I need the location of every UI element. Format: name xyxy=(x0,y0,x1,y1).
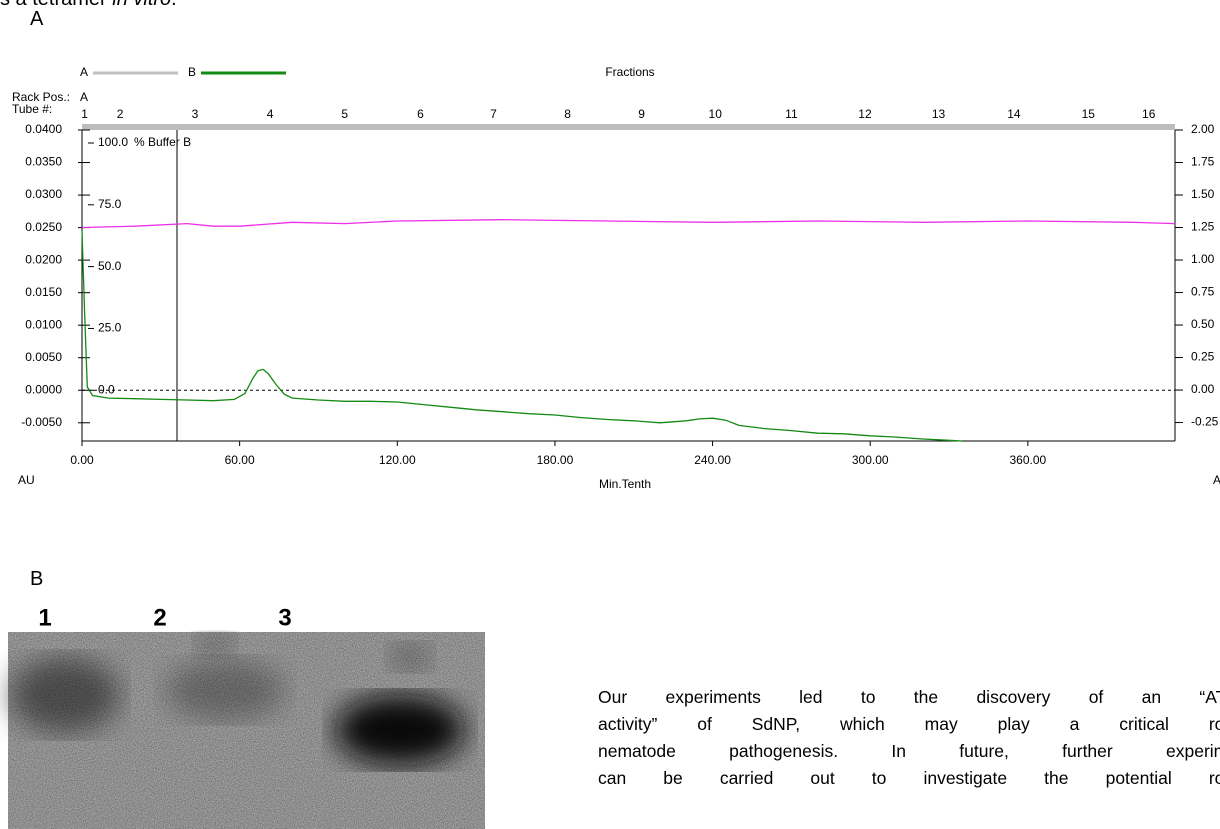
tube-number: 15 xyxy=(1082,107,1096,121)
y2-tick-label: 1.50 xyxy=(1191,187,1215,201)
tube-number: 13 xyxy=(932,107,946,121)
paragraph-line: Our experiments led to the discovery of … xyxy=(598,684,1220,711)
y2-tick-label: 2.00 xyxy=(1191,122,1215,136)
fraction-strip xyxy=(82,124,1175,130)
tube-label: Tube #: xyxy=(12,102,52,116)
lane-label: 2 xyxy=(153,604,166,631)
buffer-tick-label: 25.0 xyxy=(98,321,122,335)
y-tick-label: 0.0100 xyxy=(25,317,62,331)
tube-number: 2 xyxy=(117,107,124,121)
y2-tick-label: -0.25 xyxy=(1191,415,1219,429)
tube-number: 11 xyxy=(785,107,798,121)
y-tick-label: 0.0250 xyxy=(25,220,62,234)
panel-label: B xyxy=(30,568,43,591)
tube-number: 14 xyxy=(1007,107,1021,121)
tube-number: 10 xyxy=(709,107,723,121)
lane-label: 3 xyxy=(278,604,291,631)
tube-number: 4 xyxy=(267,107,274,121)
x-tick-label: 0.00 xyxy=(70,453,94,467)
y-tick-label: 0.0000 xyxy=(25,382,62,396)
x-tick-label: 60.00 xyxy=(225,453,255,467)
tube-number: 8 xyxy=(564,107,571,121)
buffer-tick-label: 75.0 xyxy=(98,197,122,211)
y-tick-label: -0.0050 xyxy=(21,415,62,429)
tube-number: 16 xyxy=(1142,107,1156,121)
paragraph: Our experiments led to the discovery of … xyxy=(598,684,1220,792)
tube-number: 6 xyxy=(417,107,424,121)
trace xyxy=(82,231,962,441)
y-tick-label: 0.0050 xyxy=(25,350,62,364)
paragraph-line: activity” of SdNP, which may play a crit… xyxy=(598,711,1220,738)
tube-number: 3 xyxy=(192,107,199,121)
x-tick-label: 360.00 xyxy=(1010,453,1047,467)
y-tick-label: 0.0200 xyxy=(25,252,62,266)
gel-image: 1 2 3 xyxy=(0,595,600,829)
y2-unit: A xyxy=(1213,473,1220,487)
rack-value: A xyxy=(80,90,88,104)
x-axis-label: Min.Tenth xyxy=(599,477,651,491)
gel-noise xyxy=(8,632,485,829)
buffer-tick-label: 50.0 xyxy=(98,259,122,273)
tube-number: 7 xyxy=(490,107,497,121)
paragraph-line: can be carried out to investigate the po… xyxy=(598,765,1220,792)
y-tick-label: 0.0400 xyxy=(25,122,62,136)
y2-tick-label: 1.75 xyxy=(1191,155,1215,169)
x-tick-label: 180.00 xyxy=(537,453,574,467)
x-tick-label: 120.00 xyxy=(379,453,416,467)
legend-label: B xyxy=(188,65,196,79)
y2-tick-label: 0.50 xyxy=(1191,317,1215,331)
lane-label: 1 xyxy=(38,604,51,631)
tube-number: 9 xyxy=(638,107,645,121)
y2-tick-label: 1.00 xyxy=(1191,252,1215,266)
y-unit: AU xyxy=(18,473,35,487)
tube-number: 1 xyxy=(81,107,88,121)
x-tick-label: 240.00 xyxy=(694,453,731,467)
x-tick-label: 300.00 xyxy=(852,453,889,467)
tube-number: 5 xyxy=(341,107,348,121)
y2-tick-label: 0.25 xyxy=(1191,350,1215,364)
buffer-axis-label: % Buffer B xyxy=(134,135,191,149)
legend-label: A xyxy=(80,65,88,79)
y2-tick-label: 0.75 xyxy=(1191,285,1215,299)
y-tick-label: 0.0150 xyxy=(25,285,62,299)
page: s a tetramer in vitro. A B ABFractionsRa… xyxy=(0,0,1220,829)
paragraph-line: nematode pathogenesis. In future, furthe… xyxy=(598,738,1220,765)
buffer-tick-label: 100.0 xyxy=(98,135,128,149)
y-tick-label: 0.0300 xyxy=(25,187,62,201)
trace xyxy=(82,220,1175,228)
y-tick-label: 0.0350 xyxy=(25,155,62,169)
buffer-tick-label: 0.0 xyxy=(98,382,115,396)
y2-tick-label: 0.00 xyxy=(1191,382,1215,396)
tube-number: 12 xyxy=(858,107,872,121)
y2-tick-label: 1.25 xyxy=(1191,220,1215,234)
strip-title: Fractions xyxy=(605,65,654,79)
